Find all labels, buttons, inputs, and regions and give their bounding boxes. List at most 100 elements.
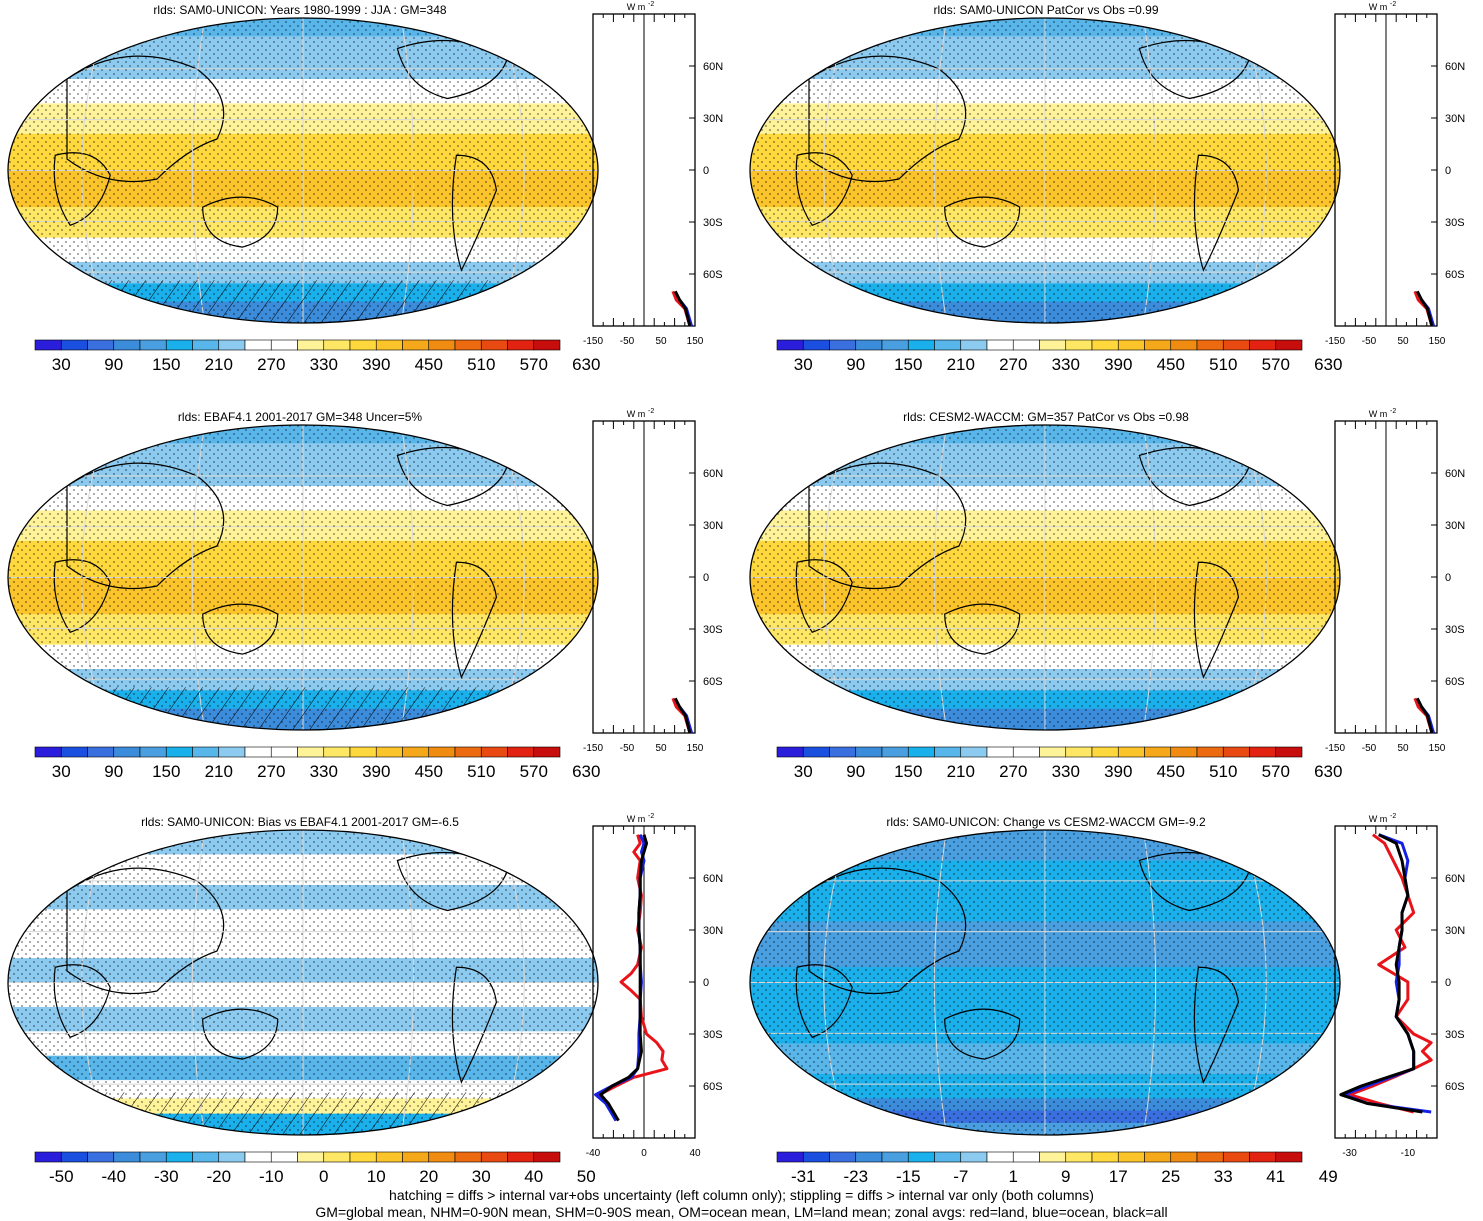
colorbar-cell bbox=[934, 746, 962, 758]
colorbar-cell bbox=[60, 1151, 88, 1163]
colorbar-cell bbox=[480, 339, 508, 351]
colorbar-cell bbox=[165, 1151, 193, 1163]
colorbar-cell bbox=[1091, 339, 1119, 351]
profile-unit: W m bbox=[627, 814, 646, 824]
lat-label: 0 bbox=[703, 165, 709, 177]
stippling bbox=[750, 18, 1340, 323]
map bbox=[749, 17, 1341, 324]
colorbar-cell bbox=[428, 1151, 456, 1163]
profile-unit: W m bbox=[627, 409, 646, 419]
colorbar-cell bbox=[87, 746, 115, 758]
colorbar-cell bbox=[454, 1151, 482, 1163]
colorbar-cell bbox=[139, 746, 167, 758]
colorbar-label: 630 bbox=[572, 355, 600, 374]
colorbar-cell bbox=[1196, 1151, 1224, 1163]
colorbar-label: 41 bbox=[1266, 1167, 1285, 1186]
colorbar-cell bbox=[34, 339, 62, 351]
colorbar-cell bbox=[533, 746, 561, 758]
colorbar-label: 630 bbox=[1314, 762, 1342, 781]
colorbar-cell bbox=[297, 339, 325, 351]
panel-title: rlds: SAM0-UNICON PatCor vs Obs =0.99 bbox=[933, 3, 1159, 17]
all-zonal-line bbox=[673, 697, 692, 734]
stippling bbox=[750, 830, 1340, 1135]
colorbar-cell bbox=[934, 1151, 962, 1163]
colorbar-cell bbox=[1275, 1151, 1303, 1163]
colorbar-cell bbox=[480, 746, 508, 758]
colorbar-cell bbox=[1039, 1151, 1067, 1163]
lat-label: 60S bbox=[703, 676, 723, 688]
colorbar-cell bbox=[776, 746, 804, 758]
colorbar-label: 30 bbox=[794, 762, 813, 781]
colorbar-label: 90 bbox=[846, 355, 865, 374]
colorbar-cell bbox=[507, 1151, 535, 1163]
colorbar-label: 90 bbox=[104, 355, 123, 374]
lat-label: 30N bbox=[703, 925, 723, 937]
colorbar-cell bbox=[375, 339, 403, 351]
lat-label: 30S bbox=[703, 217, 723, 229]
colorbar-cell bbox=[1091, 1151, 1119, 1163]
colorbar-label: 49 bbox=[1319, 1167, 1338, 1186]
colorbar-label: -7 bbox=[953, 1167, 968, 1186]
lat-label: 60N bbox=[1445, 61, 1465, 73]
profile-xtick-label: -50 bbox=[620, 336, 635, 347]
lat-label: 0 bbox=[703, 572, 709, 584]
colorbar-cell bbox=[60, 339, 88, 351]
colorbar-cell bbox=[829, 339, 857, 351]
stippling bbox=[8, 830, 598, 1135]
colorbar-cell bbox=[349, 339, 377, 351]
colorbar-cell bbox=[244, 746, 272, 758]
all-zonal-line bbox=[1415, 697, 1434, 734]
hatching bbox=[8, 1092, 598, 1135]
colorbar-cell bbox=[829, 1151, 857, 1163]
colorbar-cell bbox=[1222, 339, 1250, 351]
colorbar-cell bbox=[165, 746, 193, 758]
hatching bbox=[8, 687, 598, 730]
colorbar-cell bbox=[533, 339, 561, 351]
profile-xtick-label: 50 bbox=[1397, 743, 1409, 754]
colorbar-label: 1 bbox=[1009, 1167, 1018, 1186]
land-zonal-line bbox=[597, 834, 669, 1122]
colorbar-cell bbox=[244, 339, 272, 351]
profile-xtick-label: -150 bbox=[583, 336, 603, 347]
colorbar-cell bbox=[34, 746, 62, 758]
colorbar-cell bbox=[402, 339, 430, 351]
panel-title: rlds: SAM0-UNICON: Change vs CESM2-WACCM… bbox=[886, 815, 1206, 829]
colorbar-cell bbox=[454, 339, 482, 351]
colorbar-cell bbox=[270, 339, 298, 351]
profile-xtick-label: -40 bbox=[586, 1148, 601, 1159]
colorbar-cell bbox=[1012, 746, 1040, 758]
colorbar-label: 150 bbox=[894, 762, 922, 781]
lat-label: 0 bbox=[1445, 977, 1451, 989]
colorbar-cell bbox=[1065, 1151, 1093, 1163]
colorbar-cell bbox=[934, 339, 962, 351]
profile-xtick-label: -150 bbox=[1325, 336, 1345, 347]
colorbar-cell bbox=[802, 339, 830, 351]
ocean-zonal-line bbox=[1342, 833, 1432, 1114]
all-zonal-line bbox=[1339, 833, 1423, 1114]
map bbox=[7, 829, 599, 1136]
profile-xtick-label: -50 bbox=[620, 743, 635, 754]
colorbar-cell bbox=[1117, 339, 1145, 351]
profile-xtick-label: -150 bbox=[1325, 743, 1345, 754]
colorbar-cell bbox=[1117, 1151, 1145, 1163]
colorbar-cell bbox=[533, 1151, 561, 1163]
colorbar-cell bbox=[480, 1151, 508, 1163]
colorbar-label: 30 bbox=[52, 762, 71, 781]
colorbar-cell bbox=[113, 746, 141, 758]
profile-xtick-label: 40 bbox=[689, 1148, 701, 1159]
colorbar-cell bbox=[1222, 746, 1250, 758]
colorbar-label: 210 bbox=[205, 762, 233, 781]
colorbar-label: 570 bbox=[1262, 355, 1290, 374]
colorbar-cell bbox=[986, 1151, 1014, 1163]
colorbar-cell bbox=[507, 746, 535, 758]
colorbar-label: 17 bbox=[1109, 1167, 1128, 1186]
colorbar-label: 510 bbox=[1209, 355, 1237, 374]
colorbar-label: 210 bbox=[947, 762, 975, 781]
colorbar-cell bbox=[428, 339, 456, 351]
map bbox=[749, 829, 1341, 1136]
colorbar-cell bbox=[829, 746, 857, 758]
colorbar-label: 510 bbox=[467, 355, 495, 374]
colorbar-label: 270 bbox=[999, 355, 1027, 374]
map-outline bbox=[749, 424, 1341, 731]
panel-title: rlds: EBAF4.1 2001-2017 GM=348 Uncer=5% bbox=[177, 410, 423, 424]
